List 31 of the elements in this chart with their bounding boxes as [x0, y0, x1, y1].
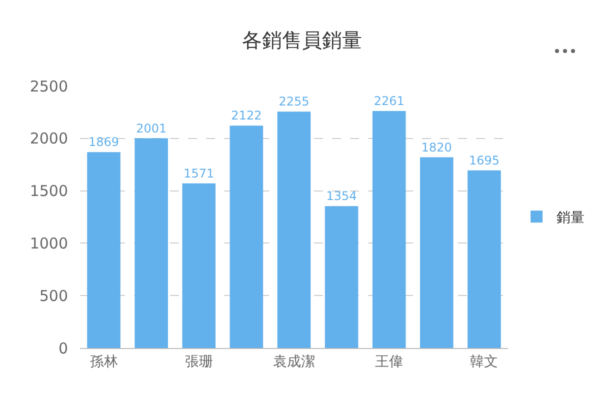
- bar: [87, 152, 120, 348]
- data-label: 1571: [184, 166, 214, 180]
- y-tick-label: 1000: [30, 234, 68, 252]
- data-label: 1695: [468, 153, 500, 168]
- bar: [134, 138, 168, 348]
- bar: [324, 206, 358, 348]
- data-label: 1354: [326, 189, 357, 204]
- x-tick-label: 韓文: [470, 354, 498, 370]
- y-tick-label: 1500: [30, 182, 68, 200]
- y-tick-label: 2000: [30, 130, 68, 148]
- bar: [230, 126, 264, 348]
- y-tick-label: 500: [39, 286, 68, 305]
- x-tick-label: 張珊: [184, 354, 213, 370]
- data-label: 2001: [136, 121, 167, 136]
- bar: [372, 111, 406, 348]
- x-tick-label: 王偉: [375, 354, 404, 370]
- y-tick-label: 2500: [30, 77, 68, 96]
- chart-title: 各銷售員銷量: [242, 28, 362, 52]
- bar: [277, 112, 311, 348]
- x-tick-label: 袁成潔: [273, 354, 315, 370]
- bar: [468, 170, 501, 348]
- x-tick-label: 孫林: [90, 354, 118, 370]
- legend-label: 銷量: [556, 210, 585, 226]
- bar: [420, 157, 454, 348]
- data-label: 2122: [231, 108, 262, 123]
- data-label: 2261: [374, 94, 404, 108]
- bar: [182, 183, 216, 348]
- y-tick-label: 0: [58, 339, 68, 358]
- data-label: 1820: [421, 140, 452, 154]
- data-label: 1869: [88, 135, 120, 150]
- data-label: 2255: [278, 94, 310, 109]
